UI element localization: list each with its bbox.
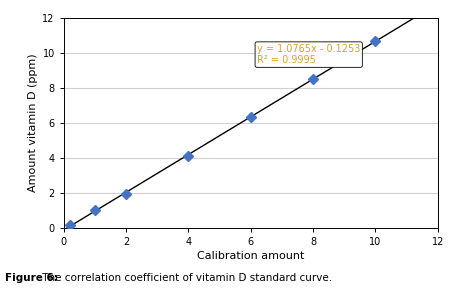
Text: y = 1.0765x - 0.1253
R² = 0.9995: y = 1.0765x - 0.1253 R² = 0.9995	[257, 44, 359, 65]
X-axis label: Calibration amount: Calibration amount	[197, 251, 304, 261]
Text: The correlation coefficient of vitamin D standard curve.: The correlation coefficient of vitamin D…	[39, 273, 331, 283]
Y-axis label: Amount vitamin D (ppm): Amount vitamin D (ppm)	[28, 53, 38, 192]
Text: Figure 6:: Figure 6:	[5, 273, 57, 283]
